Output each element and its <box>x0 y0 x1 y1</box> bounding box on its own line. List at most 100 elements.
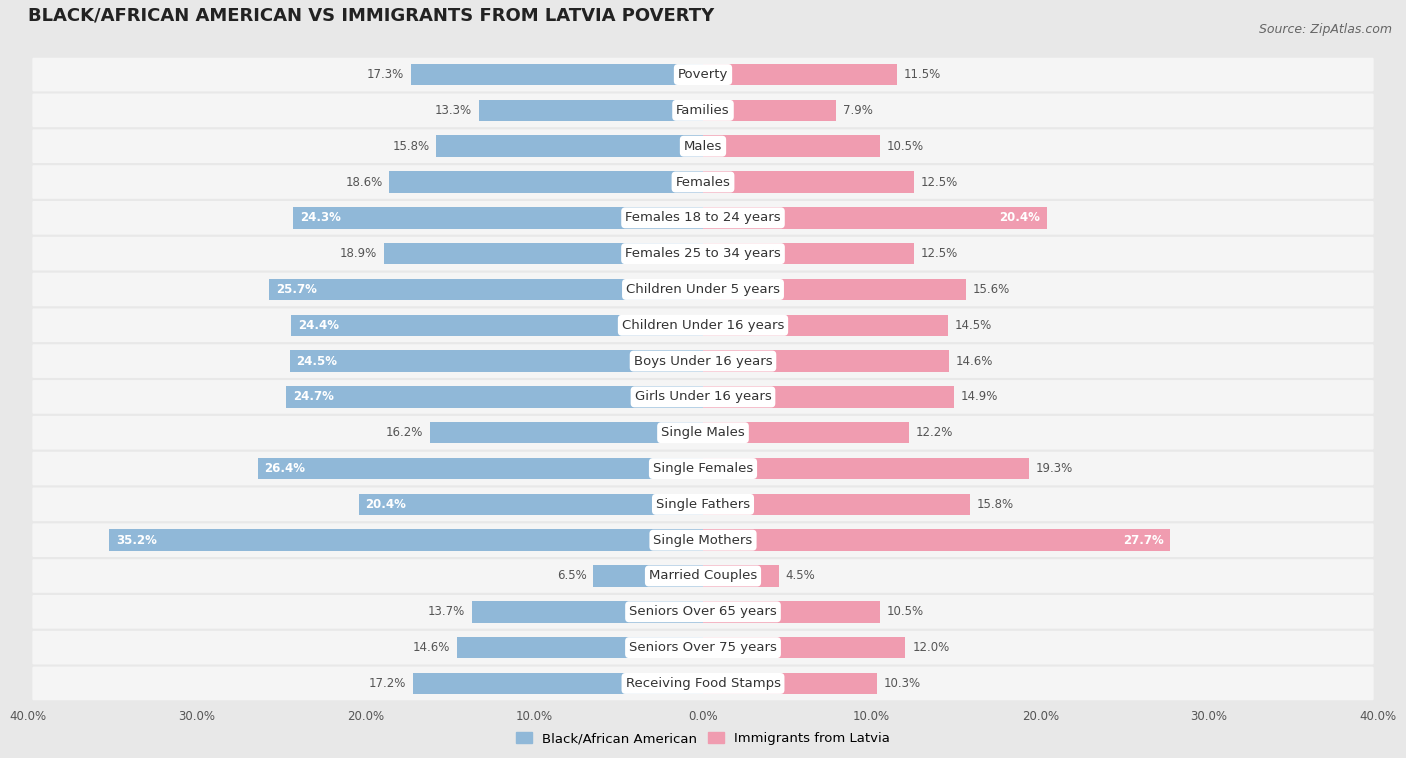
Bar <box>703 207 1047 229</box>
Text: Single Females: Single Females <box>652 462 754 475</box>
Text: Females 18 to 24 years: Females 18 to 24 years <box>626 211 780 224</box>
Text: Receiving Food Stamps: Receiving Food Stamps <box>626 677 780 690</box>
Text: 12.5%: 12.5% <box>921 176 957 189</box>
Text: 20.4%: 20.4% <box>366 498 406 511</box>
Bar <box>292 207 703 229</box>
Bar <box>703 493 970 515</box>
FancyBboxPatch shape <box>32 487 1374 522</box>
Text: Females: Females <box>675 176 731 189</box>
Text: 18.9%: 18.9% <box>340 247 377 260</box>
FancyBboxPatch shape <box>32 666 1374 700</box>
Text: 26.4%: 26.4% <box>264 462 305 475</box>
Text: 10.5%: 10.5% <box>887 139 924 152</box>
Text: Source: ZipAtlas.com: Source: ZipAtlas.com <box>1258 23 1392 36</box>
Text: 35.2%: 35.2% <box>115 534 156 547</box>
Bar <box>257 458 703 479</box>
Text: Married Couples: Married Couples <box>650 569 756 582</box>
Text: 19.3%: 19.3% <box>1035 462 1073 475</box>
Text: 17.2%: 17.2% <box>368 677 406 690</box>
Text: 16.2%: 16.2% <box>385 426 423 439</box>
FancyBboxPatch shape <box>32 93 1374 127</box>
FancyBboxPatch shape <box>32 523 1374 557</box>
Bar <box>457 637 703 659</box>
Bar <box>413 672 703 694</box>
FancyBboxPatch shape <box>32 416 1374 449</box>
Text: Girls Under 16 years: Girls Under 16 years <box>634 390 772 403</box>
FancyBboxPatch shape <box>32 201 1374 235</box>
FancyBboxPatch shape <box>32 452 1374 485</box>
Bar <box>703 243 914 265</box>
Text: Seniors Over 65 years: Seniors Over 65 years <box>628 606 778 619</box>
Bar <box>389 171 703 193</box>
Bar <box>287 386 703 408</box>
Bar <box>703 279 966 300</box>
FancyBboxPatch shape <box>32 344 1374 378</box>
Text: 27.7%: 27.7% <box>1123 534 1164 547</box>
FancyBboxPatch shape <box>32 236 1374 271</box>
Bar <box>291 315 703 336</box>
FancyBboxPatch shape <box>32 58 1374 92</box>
Text: 13.3%: 13.3% <box>434 104 472 117</box>
Text: BLACK/AFRICAN AMERICAN VS IMMIGRANTS FROM LATVIA POVERTY: BLACK/AFRICAN AMERICAN VS IMMIGRANTS FRO… <box>28 6 714 24</box>
Text: 10.3%: 10.3% <box>883 677 921 690</box>
Text: 14.6%: 14.6% <box>412 641 450 654</box>
Text: 18.6%: 18.6% <box>346 176 382 189</box>
Text: 24.7%: 24.7% <box>292 390 333 403</box>
Legend: Black/African American, Immigrants from Latvia: Black/African American, Immigrants from … <box>510 727 896 750</box>
Bar <box>703 565 779 587</box>
Bar <box>703 529 1170 551</box>
Text: 6.5%: 6.5% <box>557 569 586 582</box>
Bar <box>290 350 703 372</box>
FancyBboxPatch shape <box>32 595 1374 628</box>
Bar <box>703 171 914 193</box>
Text: 14.9%: 14.9% <box>962 390 998 403</box>
FancyBboxPatch shape <box>32 559 1374 593</box>
Bar <box>411 64 703 86</box>
FancyBboxPatch shape <box>32 273 1374 306</box>
Text: 7.9%: 7.9% <box>844 104 873 117</box>
Bar <box>703 386 955 408</box>
Bar <box>436 136 703 157</box>
Bar <box>270 279 703 300</box>
Text: 15.8%: 15.8% <box>392 139 430 152</box>
Text: Families: Families <box>676 104 730 117</box>
Text: Males: Males <box>683 139 723 152</box>
Text: Poverty: Poverty <box>678 68 728 81</box>
Text: Seniors Over 75 years: Seniors Over 75 years <box>628 641 778 654</box>
Text: 15.8%: 15.8% <box>976 498 1014 511</box>
Text: Single Fathers: Single Fathers <box>657 498 749 511</box>
Bar <box>703 99 837 121</box>
Bar <box>384 243 703 265</box>
Bar <box>703 315 948 336</box>
Bar <box>703 672 877 694</box>
Text: 25.7%: 25.7% <box>276 283 316 296</box>
Bar <box>703 64 897 86</box>
Text: 12.2%: 12.2% <box>915 426 953 439</box>
Bar <box>703 136 880 157</box>
Bar <box>703 601 880 622</box>
Bar <box>593 565 703 587</box>
Text: 10.5%: 10.5% <box>887 606 924 619</box>
Text: 14.5%: 14.5% <box>955 319 991 332</box>
FancyBboxPatch shape <box>32 631 1374 665</box>
Text: 12.5%: 12.5% <box>921 247 957 260</box>
Text: 13.7%: 13.7% <box>427 606 465 619</box>
Bar <box>472 601 703 622</box>
Text: Single Males: Single Males <box>661 426 745 439</box>
Text: Children Under 16 years: Children Under 16 years <box>621 319 785 332</box>
Text: Females 25 to 34 years: Females 25 to 34 years <box>626 247 780 260</box>
Bar <box>478 99 703 121</box>
Bar <box>703 637 905 659</box>
FancyBboxPatch shape <box>32 380 1374 414</box>
Text: 24.3%: 24.3% <box>299 211 340 224</box>
Text: Single Mothers: Single Mothers <box>654 534 752 547</box>
Bar <box>430 422 703 443</box>
Text: Boys Under 16 years: Boys Under 16 years <box>634 355 772 368</box>
Bar <box>703 458 1029 479</box>
Text: 11.5%: 11.5% <box>904 68 941 81</box>
Bar <box>703 422 908 443</box>
Text: 15.6%: 15.6% <box>973 283 1010 296</box>
Text: 4.5%: 4.5% <box>786 569 815 582</box>
Text: Children Under 5 years: Children Under 5 years <box>626 283 780 296</box>
Text: 14.6%: 14.6% <box>956 355 994 368</box>
